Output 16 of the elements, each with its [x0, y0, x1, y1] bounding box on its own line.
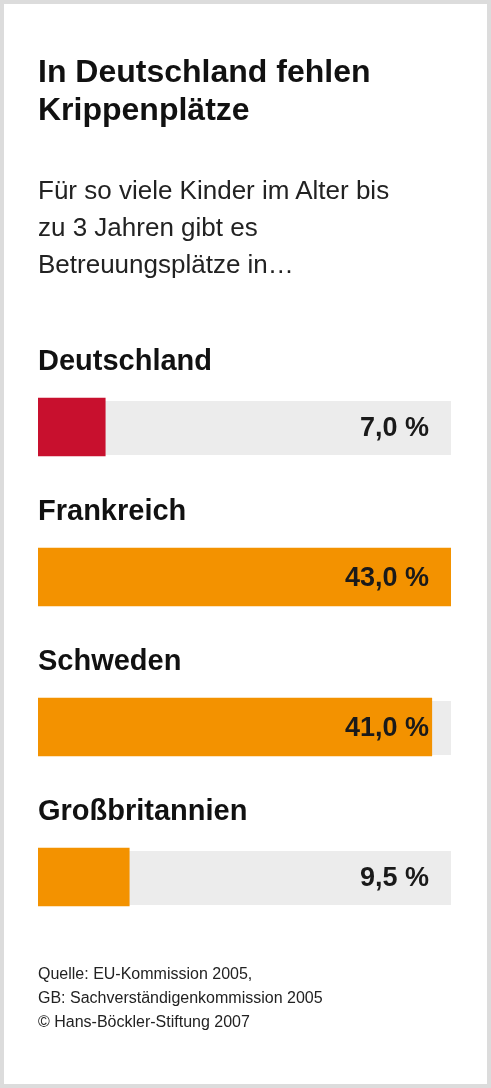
chart-title: In Deutschland fehlen Krippenplätze — [38, 52, 372, 128]
y-tick-label: Schweden — [38, 644, 182, 676]
y-tick-label: Deutschland — [38, 344, 213, 376]
bar — [38, 547, 451, 607]
source-note: Quelle: EU-Kommission 2005, — [38, 964, 254, 984]
text: © Hans-Böckler-Stiftung 2007 — [38, 1012, 251, 1032]
chart-subtitle: Für so viele Kinder im Alter bis zu 3 Jahren gibt es Betreuungsplätze in… — [38, 174, 391, 281]
data-label: 7,0 % — [359, 412, 429, 443]
bar — [38, 397, 106, 457]
data-label: 43,0 % — [344, 562, 429, 593]
y-tick-label: Großbritannien — [38, 794, 248, 826]
y-tick-label: Frankreich — [38, 494, 187, 526]
data-label: 9,5 % — [359, 862, 429, 893]
data-label: 41,0 % — [344, 712, 429, 743]
text: GB: Sachverständigenkommission 2005 — [38, 988, 323, 1008]
bar — [38, 847, 130, 907]
